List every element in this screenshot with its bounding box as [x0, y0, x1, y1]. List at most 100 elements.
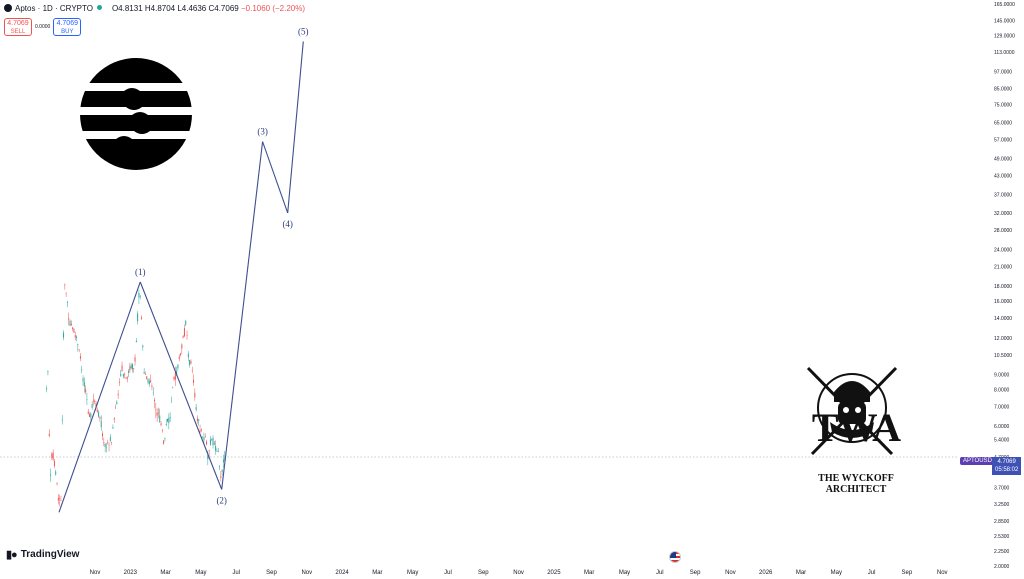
y-tick-label: 65.0000: [994, 121, 1012, 127]
candle-body: [87, 411, 89, 414]
x-tick-label: Nov: [90, 570, 101, 576]
candle-body: [95, 403, 97, 408]
candle-body: [124, 374, 126, 376]
candle-body: [99, 417, 101, 419]
x-tick-label: Sep: [266, 570, 277, 576]
tradingview-brand[interactable]: ▮● TradingView: [6, 548, 79, 561]
candle-body: [102, 433, 104, 437]
candle-body: [77, 344, 79, 346]
wave-segment: [221, 141, 264, 490]
candle-body: [120, 373, 122, 377]
candle-body: [82, 378, 84, 382]
candle-body: [55, 471, 57, 475]
candle-body: [98, 412, 100, 417]
candle-body: [194, 392, 196, 398]
wave-segment: [58, 281, 141, 513]
price-change: −0.1060 (−2.20%): [240, 4, 306, 13]
candle-body: [91, 404, 93, 408]
candle-body: [47, 371, 49, 373]
us-event-flag-icon[interactable]: [669, 551, 681, 563]
candle-body: [181, 344, 183, 349]
y-tick-label: 5.4000: [994, 438, 1010, 444]
candle-body: [177, 364, 179, 369]
candle-body: [73, 328, 75, 333]
candle-body: [68, 318, 70, 320]
x-tick-label: May: [195, 570, 206, 576]
candle-body: [185, 320, 187, 325]
candle-body: [182, 336, 184, 338]
candle-body: [109, 437, 111, 442]
wave-segment: [139, 281, 223, 490]
candle-body: [79, 356, 81, 359]
candle-body: [112, 427, 114, 429]
y-tick-label: 165.0000: [994, 2, 1015, 8]
aptos-logo-icon: [80, 58, 192, 170]
x-tick-label: Sep: [478, 570, 489, 576]
ohlc-values: O4.8131 H4.8704 L4.4636 C4.7069: [111, 4, 239, 13]
y-tick-label: 2.8500: [994, 519, 1010, 525]
candle-body: [152, 392, 154, 394]
y-tick-label: 3.2500: [994, 502, 1010, 508]
candle-body: [208, 450, 210, 451]
candle-body: [94, 400, 96, 402]
x-tick-label: Sep: [690, 570, 701, 576]
y-tick-label: 49.0000: [994, 157, 1012, 163]
buy-button[interactable]: 4.7069 BUY: [53, 18, 82, 36]
candle-body: [103, 442, 105, 444]
candle-body: [209, 439, 211, 445]
candle-body: [137, 313, 139, 322]
candle-body: [219, 466, 221, 468]
y-tick-label: 37.0000: [994, 192, 1012, 198]
sell-label: SELL: [10, 29, 26, 35]
candle-body: [46, 388, 48, 390]
candle-body: [108, 444, 110, 446]
twa-letters: TWA: [811, 405, 901, 450]
x-tick-label: May: [831, 570, 842, 576]
candle-body: [144, 374, 146, 375]
candle-body: [221, 470, 223, 472]
symbol-header[interactable]: Aptos · 1D · CRYPTO O4.8131 H4.8704 L4.46…: [4, 4, 305, 13]
y-tick-label: 8.0000: [994, 387, 1010, 393]
candle-body: [118, 381, 120, 383]
candle-body: [90, 413, 92, 418]
wave-label: (5): [298, 26, 309, 36]
x-tick-label: Nov: [513, 570, 524, 576]
candle-body: [148, 381, 150, 385]
x-tick-label: Jul: [868, 570, 876, 576]
candle-body: [117, 394, 119, 396]
y-tick-label: 32.0000: [994, 211, 1012, 217]
wave-segment: [262, 141, 289, 214]
y-tick-label: 24.0000: [994, 248, 1012, 254]
y-tick-label: 16.0000: [994, 299, 1012, 305]
candle-body: [193, 379, 195, 383]
x-tick-label: Nov: [937, 570, 948, 576]
y-tick-label: 12.0000: [994, 336, 1012, 342]
spread-value: 0.0000: [35, 24, 51, 30]
x-tick-label: Nov: [301, 570, 312, 576]
candle-body: [122, 374, 124, 377]
candle-body: [69, 320, 71, 326]
y-tick-label: 57.0000: [994, 137, 1012, 143]
candle-body: [130, 365, 132, 369]
candle-body: [170, 401, 172, 403]
candle-body: [63, 332, 65, 338]
candle-body: [217, 450, 219, 452]
candle-body: [107, 441, 109, 443]
twa-caption-line1: THE WYCKOFF: [818, 473, 894, 484]
x-tick-label: 2026: [759, 570, 773, 576]
candle-body: [206, 441, 208, 445]
candle-body: [131, 364, 133, 370]
twa-caption-line2: ARCHITECT: [825, 484, 887, 495]
y-tick-label: 6.0000: [994, 424, 1010, 430]
candle-body: [212, 437, 214, 446]
candle-body: [121, 365, 123, 371]
candle-body: [203, 437, 205, 441]
last-price-tag: 4.7069 05:58:02: [992, 457, 1022, 475]
wave-label: (1): [135, 267, 146, 277]
y-tick-label: 129.0000: [994, 33, 1015, 39]
candle-body: [190, 361, 192, 364]
bar-countdown: 05:58:02: [995, 467, 1019, 473]
sell-button[interactable]: 4.7069 SELL: [4, 18, 32, 36]
